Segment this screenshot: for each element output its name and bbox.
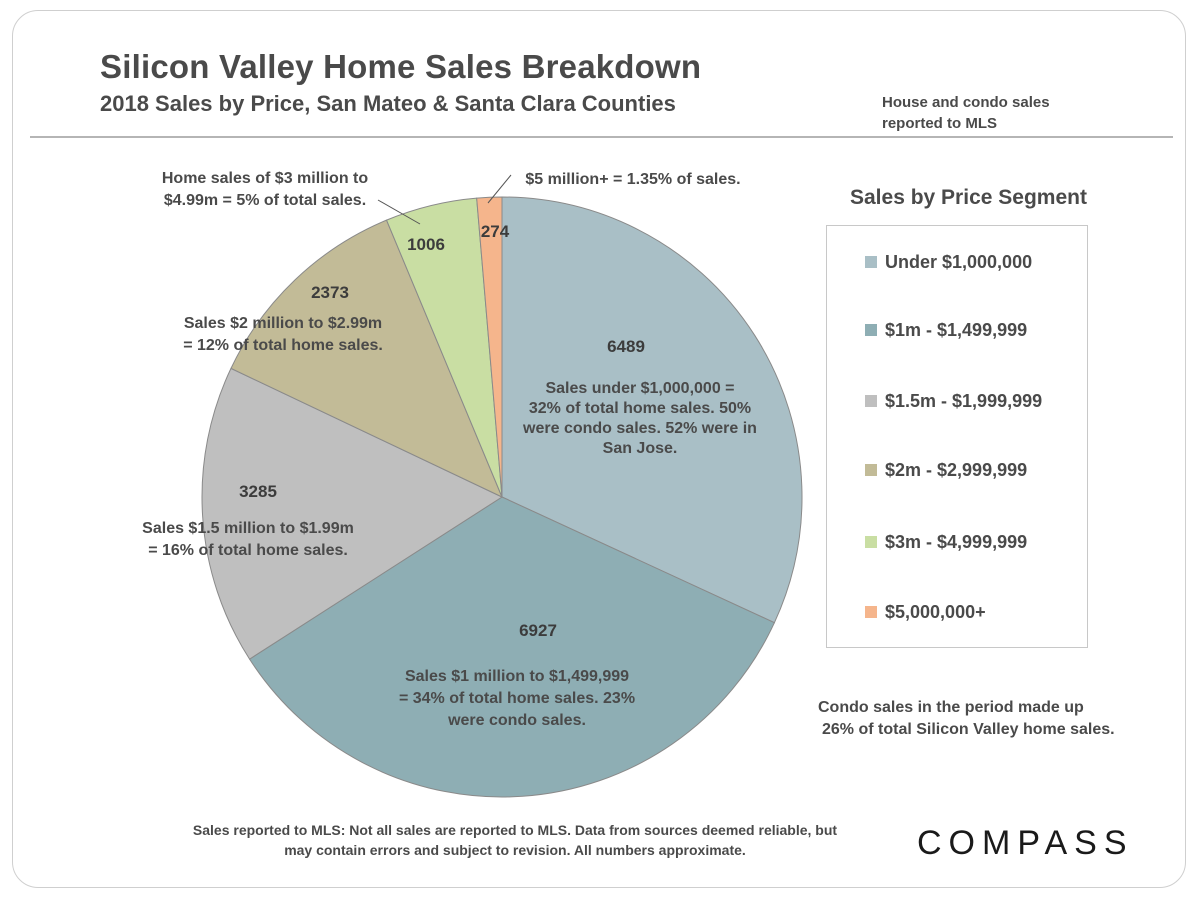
legend-item-3m-5m: $3m - $4,999,999 (865, 530, 1027, 554)
annotation-1m-1-5m: Sales $1 million to $1,499,999 = 34% of t… (399, 668, 635, 729)
leader-line-5m-plus (487, 174, 512, 204)
legend-item-1-5m-2m: $1.5m - $1,999,999 (865, 389, 1042, 413)
legend-swatch (865, 464, 877, 476)
pie-slice-2m-3m (230, 219, 503, 499)
footer-line: may contain errors and subject to revisi… (284, 842, 746, 858)
data-label-5m-plus: 274 (481, 222, 510, 241)
legend-swatch (865, 256, 877, 268)
data-label-1-5m-2m: 3285 (239, 482, 277, 501)
header-divider (30, 136, 1173, 138)
condo-note-line: Condo sales in the period made up (818, 699, 1084, 716)
legend-label: $3m - $4,999,999 (885, 531, 1028, 552)
condo-note-line: 26% of total Silicon Valley home sales. (822, 721, 1115, 738)
legend-item-5m-plus: $5,000,000+ (865, 600, 986, 624)
leader-line-3m-5m (377, 199, 421, 225)
pie-slice-1-5m-2m (201, 367, 504, 660)
pie-slice-under-1m (501, 196, 803, 624)
chart-subtitle: 2018 Sales by Price, San Mateo & Santa C… (100, 91, 676, 116)
legend-title: Sales by Price Segment (850, 186, 1087, 209)
annotation-under-1m: Sales under $1,000,000 = 32% of total hom… (522, 380, 757, 457)
legend-swatch (865, 324, 877, 336)
legend: Under $1,000,000 $1m - $1,499,999 $1.5m - … (826, 225, 1088, 648)
source-note: House and condo sales reported to MLS (882, 92, 1050, 134)
chart-title: Silicon Valley Home Sales Breakdown (100, 48, 702, 85)
legend-label: $2m - $2,999,999 (885, 459, 1028, 480)
legend-label: $1.5m - $1,999,999 (885, 390, 1043, 411)
legend-item-under-1m: Under $1,000,000 (865, 250, 1032, 274)
legend-item-2m-3m: $2m - $2,999,999 (865, 458, 1027, 482)
footer-line: Sales reported to MLS: Not all sales are… (192, 822, 838, 838)
source-note-line: House and condo sales (882, 94, 1050, 111)
footer-disclaimer: Sales reported to MLS: Not all sales are… (140, 820, 890, 860)
source-note-line: reported to MLS (882, 115, 997, 132)
legend-swatch (865, 536, 877, 548)
pie-slice-1m-1-5m (248, 496, 776, 798)
legend-label: $1m - $1,499,999 (885, 319, 1028, 340)
compass-logo: COMPASS (917, 824, 1134, 862)
legend-item-1m-1-5m: $1m - $1,499,999 (865, 318, 1027, 342)
annotation-2m-3m: Sales $2 million to $2.99m = 12% of total… (183, 315, 383, 354)
annotation-1-5m-2m: Sales $1.5 million to $1.99m = 16% of tot… (142, 520, 354, 559)
data-label-1m-1-5m: 6927 (519, 621, 557, 640)
data-label-3m-5m: 1006 (407, 235, 445, 254)
data-label-2m-3m: 2373 (311, 283, 349, 302)
legend-label: Under $1,000,000 (885, 251, 1033, 272)
legend-label: $5,000,000+ (885, 601, 986, 622)
legend-swatch (865, 395, 877, 407)
annotation-3m-5m: Home sales of $3 million to $4.99m = 5% o… (162, 170, 369, 209)
annotation-5m-plus: $5 million+ = 1.35% of sales. (525, 171, 740, 188)
data-label-under-1m: 6489 (607, 337, 645, 356)
pie-slice-5m-plus (476, 196, 503, 498)
legend-swatch (865, 606, 877, 618)
condo-note: Condo sales in the period made up 26% of… (818, 697, 1115, 741)
